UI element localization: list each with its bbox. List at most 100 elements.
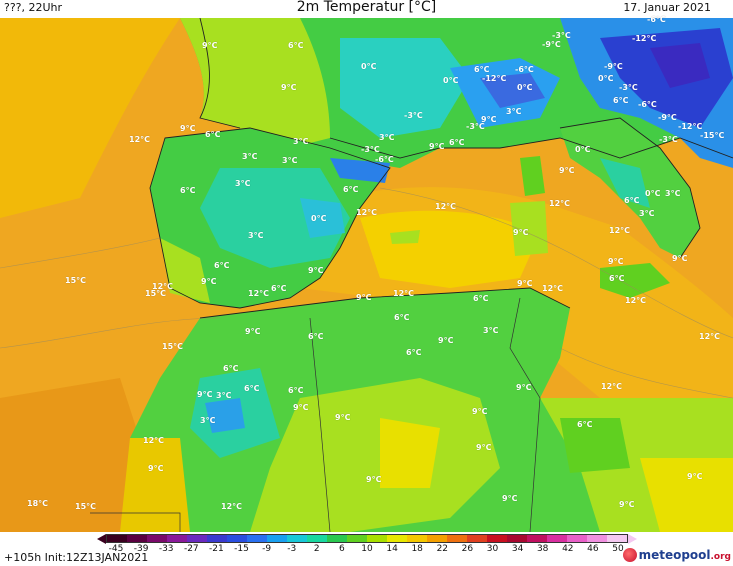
logo-icon: [622, 548, 637, 562]
colorbar-tick-label: -21: [209, 544, 224, 554]
isotherm-line: [0, 317, 221, 349]
temperature-label: 15°C: [75, 502, 97, 511]
temperature-label: 6°C: [244, 384, 260, 393]
temperature-label: 6°C: [474, 65, 490, 74]
colorbar-tick-label: 22: [436, 544, 449, 554]
colorbar-tick-label: 18: [411, 544, 423, 554]
temperature-label: 12°C: [152, 282, 174, 291]
temperature-label: 9°C: [180, 124, 196, 133]
temperature-label: 3°C: [235, 179, 251, 188]
temperature-label: 9°C: [672, 254, 688, 263]
temperature-label: 3°C: [483, 326, 499, 335]
colorbar-tick-label: 6: [339, 544, 345, 554]
temperature-label: 12°C: [435, 202, 457, 211]
corsica: [520, 156, 545, 196]
temperature-label: 9°C: [476, 443, 492, 452]
temperature-label: 15°C: [145, 289, 167, 298]
temperature-label: 9°C: [481, 115, 497, 124]
temperature-label: 6°C: [271, 284, 287, 293]
temperature-label: 3°C: [293, 137, 309, 146]
temperature-label: -9°C: [604, 62, 623, 71]
temperature-label: 3°C: [665, 189, 681, 198]
temperature-label: 9°C: [429, 142, 445, 151]
temperature-label: 3°C: [200, 416, 216, 425]
colorbar-tick-label: 10: [361, 544, 373, 554]
colorbar-tick-label: 42: [562, 544, 574, 554]
temperature-label: -12°C: [482, 74, 507, 83]
temperature-label: 9°C: [293, 403, 309, 412]
temperature-label: 0°C: [598, 74, 614, 83]
map-title: 2m Temperatur [°C]: [296, 0, 437, 15]
temperature-label: 3°C: [379, 133, 395, 142]
temperature-map: 9°C 6°C 9°C 0°C 0°C 6°C -12°C -6°C 0°C -9°C -3°C -6…: [0, 16, 733, 532]
temperature-label: 9°C: [202, 41, 218, 50]
temperature-label: 9°C: [366, 475, 382, 484]
temperature-label: -3°C: [466, 122, 485, 131]
colorbar-min-arrow: [97, 534, 106, 544]
temperature-label: 9°C: [517, 279, 533, 288]
temperature-label: 6°C: [449, 138, 465, 147]
temperature-label: 12°C: [221, 502, 243, 511]
temperature-label: 12°C: [356, 208, 378, 217]
temperature-label: 3°C: [639, 209, 655, 218]
colorbar-tick-label: -39: [133, 544, 149, 554]
logo-text: meteopool: [638, 548, 711, 562]
temperature-label: 15°C: [65, 276, 87, 285]
temperature-label: 6°C: [624, 196, 640, 205]
colorbar-tick-label: -33: [158, 544, 174, 554]
temperature-label: 12°C: [625, 296, 647, 305]
colorbar-tick-label: 2: [313, 544, 320, 554]
temperature-label: 6°C: [308, 332, 324, 341]
temperature-label: 3°C: [242, 152, 258, 161]
temperature-label: 12°C: [129, 135, 151, 144]
temperature-label: 0°C: [575, 145, 591, 154]
temperature-label: -6°C: [375, 155, 394, 164]
sicily: [600, 263, 670, 298]
temperature-label: 3°C: [282, 156, 298, 165]
colorbar-tick-label: 34: [511, 544, 524, 554]
colorbar-ticks: -45 -39 -33 -27 -21 -15 -9 -3 2 6 10 14 18 22 26 30 34 38…: [106, 544, 628, 556]
init-time-label: +105h Init:12Z13JAN2021: [4, 551, 149, 564]
temperature-label: 9°C: [308, 266, 324, 275]
temperature-label: 3°C: [248, 231, 264, 240]
temperature-label: -6°C: [515, 65, 534, 74]
balearic-islands: [390, 230, 420, 244]
temperature-label: 6°C: [609, 274, 625, 283]
temperature-label: -12°C: [678, 122, 703, 131]
temperature-label: 6°C: [214, 261, 230, 270]
temperature-label: 12°C: [699, 332, 721, 341]
temperature-label: 9°C: [148, 464, 164, 473]
colorbar-tick-label: 38: [536, 544, 549, 554]
temperature-label: 6°C: [288, 386, 304, 395]
temperature-label: 9°C: [356, 293, 372, 302]
temperature-label: -6°C: [638, 100, 657, 109]
logo-tld: .org: [710, 551, 731, 562]
cold-zone-central-france: [340, 38, 470, 138]
temperature-label: 0°C: [361, 62, 377, 71]
colorbar-tick-label: -45: [108, 544, 124, 554]
temperature-label: 9°C: [245, 327, 261, 336]
temperature-label: 9°C: [559, 166, 575, 175]
meteopool-logo[interactable]: meteopool .org: [622, 547, 731, 563]
temperature-label: 6°C: [473, 294, 489, 303]
border-line: [90, 512, 181, 532]
temperature-label: 12°C: [143, 436, 165, 445]
temperature-label: 15°C: [162, 342, 184, 351]
temperature-label: -12°C: [632, 34, 657, 43]
temperature-label: 0°C: [645, 189, 661, 198]
temperature-label: 6°C: [394, 313, 410, 322]
temperature-label: 12°C: [248, 289, 270, 298]
temperature-label: 6°C: [180, 186, 196, 195]
map-header: ???, 22Uhr 2m Temperatur [°C] 17. Januar…: [0, 0, 733, 18]
map-canvas: [0, 18, 733, 532]
temperature-label: 12°C: [549, 199, 571, 208]
temperature-label: 6°C: [343, 185, 359, 194]
temperature-label: 9°C: [472, 407, 488, 416]
temperature-label: 12°C: [609, 226, 631, 235]
temperature-label: -15°C: [700, 131, 725, 140]
colorbar-tick-label: -27: [183, 544, 199, 554]
temperature-label: 6°C: [406, 348, 422, 357]
colorbar-tick-label: 46: [587, 544, 599, 554]
temperature-label: 18°C: [27, 499, 49, 508]
forecast-date: 17. Januar 2021: [623, 1, 711, 14]
